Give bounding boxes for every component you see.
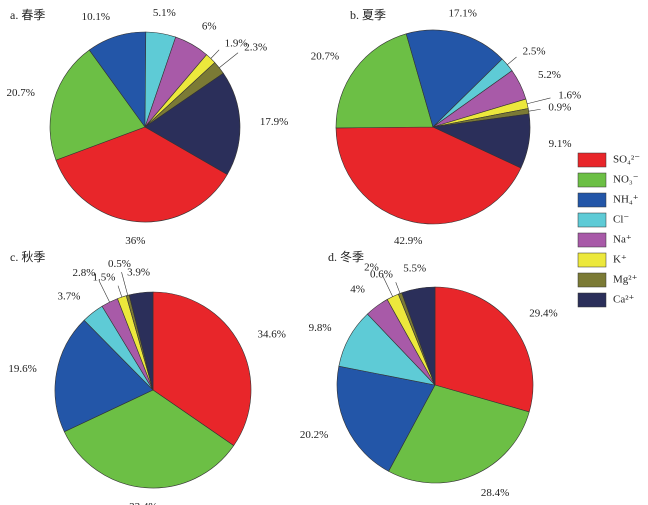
data-label: 5.1%	[153, 7, 176, 19]
legend-label: Mg²⁺	[613, 274, 638, 286]
data-label: 2.8%	[73, 267, 96, 279]
legend-label: NH₄⁺	[613, 194, 639, 206]
pie-slice	[336, 365, 436, 472]
leader-line	[98, 280, 110, 303]
legend-label: K⁺	[613, 254, 627, 266]
data-label: 2.5%	[523, 45, 546, 57]
data-label: 36%	[125, 235, 145, 247]
data-label: 29.4%	[529, 307, 557, 319]
pie-slice	[335, 33, 434, 129]
leader-line	[117, 285, 123, 298]
leader-line	[507, 56, 517, 65]
data-label: 28.4%	[481, 487, 509, 499]
chart-title: a. 春季	[10, 8, 45, 22]
legend-swatch	[577, 152, 607, 168]
chart-title: d. 冬季	[328, 249, 364, 264]
legend-swatch	[577, 172, 607, 188]
pie-slice	[152, 291, 252, 447]
legend-swatch	[577, 252, 607, 268]
data-label: 3.7%	[57, 291, 80, 303]
pie-slice	[49, 49, 146, 161]
data-label: 1.5%	[93, 272, 116, 284]
data-label: 20.7%	[7, 87, 35, 99]
legend-swatch	[577, 232, 607, 248]
legend-label: Cl⁻	[613, 214, 629, 226]
data-label: 20.7%	[311, 51, 339, 63]
data-label: 20.2%	[300, 429, 328, 441]
leader-line	[395, 282, 401, 294]
data-label: 2%	[364, 261, 379, 273]
leader-line	[219, 52, 239, 68]
legend-swatch	[577, 192, 607, 208]
data-label: 3.9%	[127, 266, 150, 278]
data-label: 4%	[350, 284, 365, 296]
pie-slice	[405, 29, 503, 128]
data-label: 19.6%	[8, 363, 36, 375]
data-label: 5.5%	[403, 262, 426, 274]
legend-label: SO₄²⁻	[613, 154, 640, 166]
legend-label: Ca²⁺	[613, 294, 635, 306]
pie-slice	[434, 286, 534, 413]
leader-line	[382, 274, 393, 297]
pie-slice	[55, 126, 228, 223]
chart-title: c. 秋季	[10, 250, 45, 264]
data-label: 9.1%	[549, 138, 572, 150]
pie-slice	[63, 389, 235, 489]
legend-label: NO₃⁻	[613, 174, 639, 186]
data-label: 9.8%	[309, 322, 332, 334]
pie-slice	[431, 113, 531, 169]
data-label: 33.4%	[129, 501, 157, 505]
pie-slice	[388, 384, 530, 484]
data-label: 6%	[202, 21, 217, 33]
pie-slice	[144, 72, 241, 175]
pie-slice	[335, 126, 522, 225]
pie-slice	[128, 291, 154, 391]
legend-swatch	[577, 212, 607, 228]
data-label: 42.9%	[394, 235, 422, 247]
legend-swatch	[577, 272, 607, 288]
data-label: 34.6%	[257, 329, 285, 341]
data-label: 0.5%	[108, 258, 131, 270]
leader-line	[527, 97, 551, 105]
leader-line	[210, 49, 220, 59]
leader-line	[528, 108, 541, 112]
chart-title: b. 夏季	[350, 8, 386, 22]
data-label: 0.9%	[548, 101, 571, 113]
data-label: 17.1%	[449, 7, 477, 19]
legend-label: Na⁺	[613, 234, 632, 246]
pie-slice	[54, 319, 154, 433]
data-label: 17.9%	[260, 116, 288, 128]
data-label: 10.1%	[82, 11, 110, 23]
data-label: 1.6%	[558, 90, 581, 102]
pie-slice	[401, 286, 436, 386]
legend-swatch	[577, 292, 607, 308]
data-label: 1.9%	[225, 38, 248, 50]
leader-line	[121, 272, 129, 296]
data-label: 5.2%	[538, 69, 561, 81]
data-label: 2.3%	[244, 41, 267, 53]
data-label: 0.6%	[370, 268, 393, 280]
